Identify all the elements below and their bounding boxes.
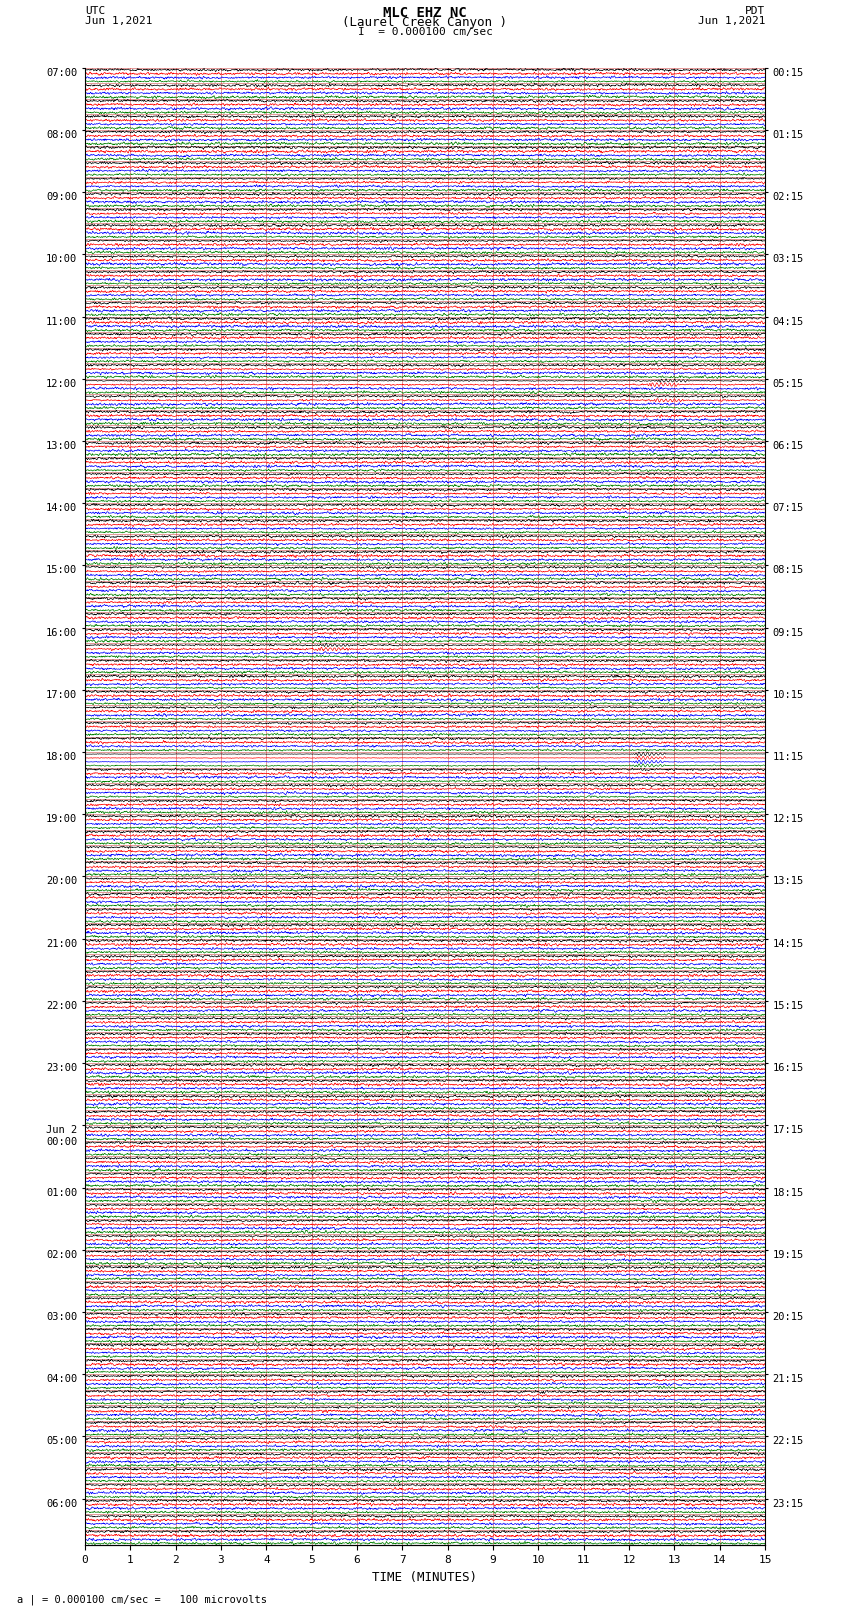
Text: UTC: UTC bbox=[85, 5, 105, 16]
Text: Jun 1,2021: Jun 1,2021 bbox=[698, 16, 765, 26]
Text: (Laurel Creek Canyon ): (Laurel Creek Canyon ) bbox=[343, 16, 507, 29]
Text: a | = 0.000100 cm/sec =   100 microvolts: a | = 0.000100 cm/sec = 100 microvolts bbox=[17, 1594, 267, 1605]
Text: I  = 0.000100 cm/sec: I = 0.000100 cm/sec bbox=[358, 26, 492, 37]
Text: Jun 1,2021: Jun 1,2021 bbox=[85, 16, 152, 26]
Text: PDT: PDT bbox=[745, 5, 765, 16]
Text: MLC EHZ NC: MLC EHZ NC bbox=[383, 5, 467, 19]
X-axis label: TIME (MINUTES): TIME (MINUTES) bbox=[372, 1571, 478, 1584]
